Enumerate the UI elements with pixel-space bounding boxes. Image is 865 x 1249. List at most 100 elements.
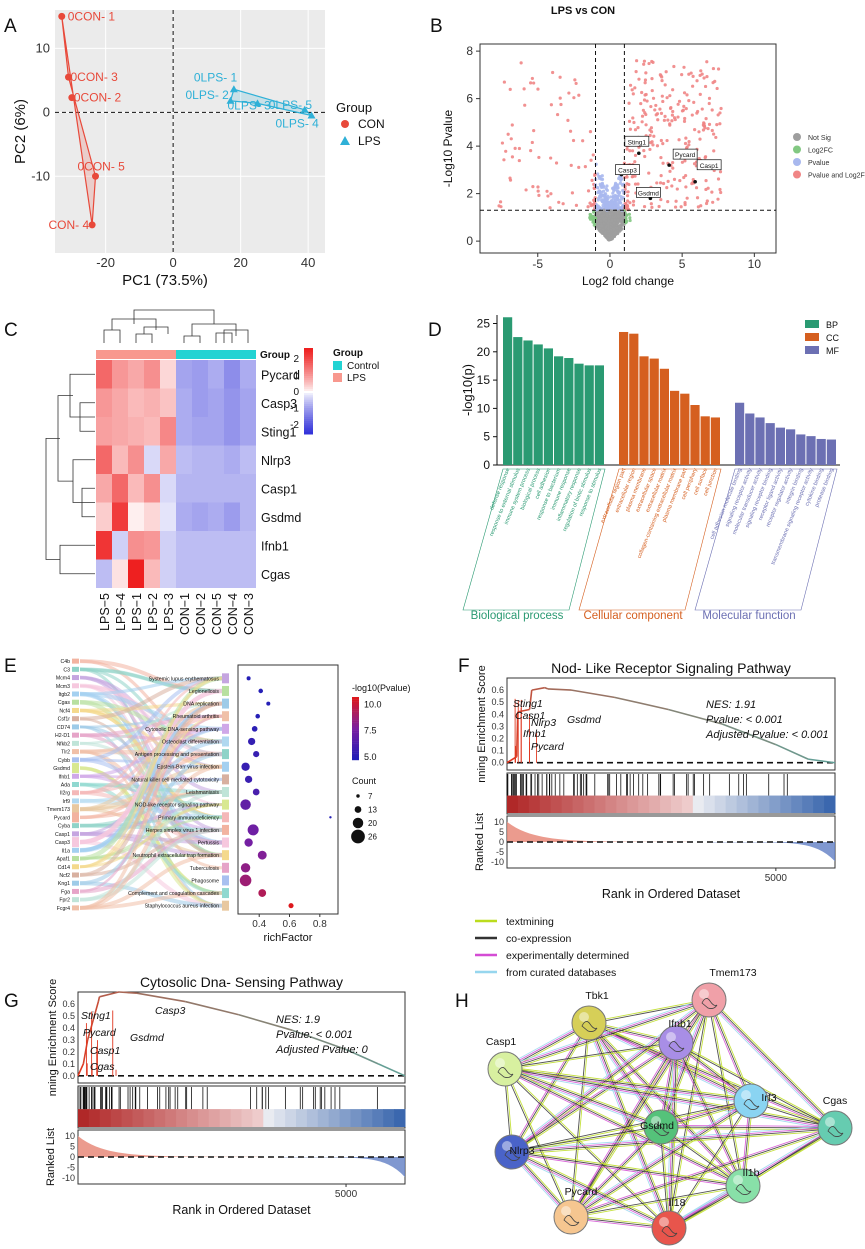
protein-label: Gsdmd [640, 1120, 674, 1132]
heatmap-cell [128, 474, 144, 503]
protein-node-highlight [733, 1175, 743, 1185]
volcano-point [650, 88, 654, 93]
rank-gradient-segment [517, 795, 530, 813]
interaction-edge [710, 998, 838, 1127]
volcano-point [615, 211, 619, 215]
es-axis-label: nning Enrichment Score [47, 979, 59, 1096]
volcano-point [701, 123, 705, 127]
volcano-point [613, 214, 617, 218]
volcano-point [651, 60, 655, 64]
volcano-point [568, 129, 573, 133]
x-tick-label: 0 [607, 257, 614, 271]
x-axis-label: Log2 fold change [582, 274, 674, 288]
volcano-point [643, 81, 647, 85]
gene-label: CD74 [57, 725, 70, 731]
es-tick-label: 0.6 [491, 685, 504, 695]
gene-label: Fpr2 [59, 898, 70, 904]
color-legend-segment [352, 724, 359, 727]
volcano-point [618, 181, 623, 185]
color-legend-segment [352, 722, 359, 725]
volcano-point [615, 221, 619, 225]
pathway-label: Phagosome [191, 878, 219, 884]
protein-node-highlight [825, 1117, 835, 1127]
es-curve-segment [238, 1013, 293, 1032]
volcano-point [710, 128, 714, 133]
volcano-point [588, 130, 593, 134]
volcano-point [508, 87, 512, 91]
volcano-point [616, 214, 620, 218]
volcano-point [537, 155, 541, 160]
interaction-edge [511, 1152, 669, 1230]
category-bracket [694, 468, 838, 611]
volcano-point [691, 84, 695, 88]
volcano-point [715, 122, 719, 127]
panel-letter-G: G [4, 991, 19, 1012]
colorbar-segment [304, 386, 313, 390]
volcano-point [630, 88, 634, 92]
heatmap-cell [112, 559, 128, 588]
interaction-edge [504, 1069, 835, 1130]
volcano-point [627, 101, 631, 105]
volcano-point [716, 197, 720, 201]
volcano-point [705, 60, 709, 64]
volcano-point [642, 62, 646, 66]
volcano-point [659, 197, 663, 202]
es-curve-segment [517, 708, 530, 713]
x-tick-label: 0.6 [283, 919, 297, 930]
interaction-edge [570, 1099, 751, 1217]
volcano-point [683, 201, 687, 205]
volcano-point [712, 132, 716, 136]
interaction-edge [569, 1125, 661, 1217]
go-bar [670, 390, 680, 465]
volcano-point [718, 187, 722, 192]
go-bar [619, 331, 629, 465]
row-label: Nlrp3 [261, 454, 291, 468]
volcano-point [710, 190, 714, 194]
volcano-point [628, 149, 632, 153]
heatmap-cell [176, 474, 192, 503]
volcano-point [620, 221, 625, 226]
heatmap-cell [160, 417, 176, 446]
interaction-edge [511, 1153, 743, 1189]
volcano-point [603, 231, 607, 235]
protein-label: Pycard [565, 1186, 598, 1198]
volcano-point [685, 196, 689, 200]
volcano-point [637, 77, 641, 81]
volcano-point [613, 201, 617, 205]
color-legend-segment [352, 718, 359, 721]
volcano-point [604, 225, 608, 229]
size-legend-key [352, 817, 364, 829]
gene-label: Tmem173 [47, 807, 70, 813]
interaction-edge [512, 1129, 836, 1155]
rank-gradient-segment [219, 1109, 232, 1127]
gsea-stat: Adjusted Pvalue: 0 [275, 1044, 369, 1056]
es-curve-segment [528, 690, 533, 710]
y-tick-label: -10 [31, 168, 50, 183]
panel-h-network: textmining co-expression experimentally de… [475, 916, 853, 1246]
x-axis-label: Rank in Ordered Dataset [172, 1203, 311, 1217]
volcano-point [586, 205, 590, 209]
rank-gradient-segment [627, 795, 639, 813]
leading-gene-label: Casp1 [90, 1045, 120, 1057]
interaction-edge [588, 998, 709, 1023]
volcano-point [601, 194, 605, 198]
volcano-point [675, 187, 679, 191]
go-bar [775, 427, 785, 465]
rank-gradient-segment [208, 1109, 221, 1127]
volcano-point [648, 147, 652, 152]
legend-label: LPS [347, 373, 366, 384]
volcano-point [510, 155, 515, 159]
protein-node-highlight [666, 1032, 676, 1042]
volcano-point [702, 76, 706, 80]
leading-gene-label: Gsdmd [567, 714, 602, 726]
legend-key [333, 361, 342, 370]
volcano-point [707, 122, 712, 126]
data-point [253, 99, 262, 107]
volcano-point [659, 174, 663, 178]
heatmap-cell [112, 474, 128, 503]
group-annotation-cell [192, 350, 208, 359]
es-curve-segment [86, 1001, 100, 1041]
volcano-point [597, 213, 601, 218]
volcano-point [671, 166, 675, 170]
volcano-point [683, 116, 687, 121]
